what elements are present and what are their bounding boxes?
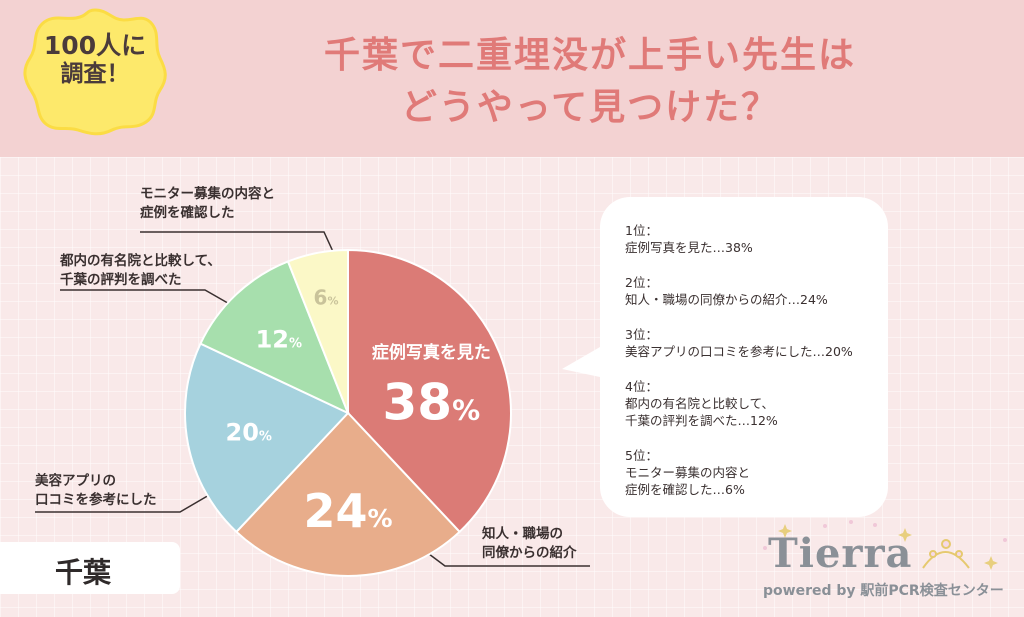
page-title: 千葉で二重埋没が上手い先生は どうやって見つけた？ — [190, 30, 990, 134]
region-tag: 千葉 — [0, 542, 180, 594]
logo-tagline: powered by 駅前PCR検査センター — [763, 583, 1004, 599]
legend-text: 千葉の評判を調べた…12% — [625, 413, 778, 428]
legend-bubble — [562, 197, 888, 517]
pie-labels: 38% 24% 20% 12% 6% 症例写真を見た — [226, 286, 491, 538]
callout-3-line-1: 美容アプリの — [35, 473, 116, 489]
callout-4-line-2: 千葉の評判を調べた — [60, 272, 182, 288]
legend-list: 1位： 症例写真を見た…38% 2位： 知人・職場の同僚からの紹介…24% 3位… — [625, 222, 875, 516]
pie-value-label-5: 6% — [314, 286, 339, 310]
legend-item-2: 2位： 知人・職場の同僚からの紹介…24% — [625, 274, 875, 308]
pie-slice-3 — [184, 342, 350, 534]
legend-rank: 4位： — [625, 379, 658, 394]
legend-item-1: 1位： 症例写真を見た…38% — [625, 222, 875, 256]
pie-value-label-1: 38% — [383, 373, 481, 431]
leader-line-3 — [35, 490, 217, 513]
callout-5-line-1: モニター募集の内容と — [140, 186, 275, 202]
title-line-2: どうやって見つけた？ — [400, 87, 780, 128]
callout-rank-3: 美容アプリの 口コミを参考にした — [35, 472, 157, 510]
legend-bubble-shape — [562, 197, 888, 517]
badge-line-1: 100人に — [43, 31, 147, 60]
sparkle-icon — [778, 524, 998, 570]
leader-line-4 — [60, 289, 241, 311]
legend-text: モニター募集の内容と — [625, 465, 751, 480]
region-tag-label: 千葉 — [55, 556, 112, 589]
survey-badge — [23, 8, 167, 136]
legend-rank: 2位： — [625, 275, 658, 290]
badge-line-2: 調査！ — [60, 60, 130, 87]
header-band — [0, 0, 1024, 157]
legend-item-4: 4位： 都内の有名院と比較して、 千葉の評判を調べた…12% — [625, 378, 875, 429]
title-line-1: 千葉で二重埋没が上手い先生は — [323, 35, 856, 76]
callout-2-line-1: 知人・職場の — [482, 526, 563, 542]
legend-text: 知人・職場の同僚からの紹介…24% — [625, 292, 828, 307]
leader-line-5 — [140, 231, 336, 257]
legend-rank: 5位： — [625, 448, 658, 463]
tiara-icon — [922, 539, 970, 569]
tierra-logo-decoration — [763, 520, 1007, 570]
legend-rank: 3位： — [625, 327, 658, 342]
legend-text: 都内の有名院と比較して、 — [625, 396, 775, 411]
dots-icon — [763, 520, 1007, 550]
pie-slice-1 — [347, 248, 512, 534]
pie-value-label-3: 20% — [226, 418, 272, 446]
callout-3-line-2: 口コミを参考にした — [35, 492, 157, 508]
badge-shape — [23, 8, 167, 136]
callout-rank-2: 知人・職場の 同僚からの紹介 — [482, 525, 577, 563]
pie-slice-5 — [286, 248, 349, 414]
legend-text: 美容アプリの口コミを参考にした…20% — [625, 344, 853, 359]
legend-text: 症例写真を見た…38% — [625, 240, 753, 255]
logo-name: Tierra — [768, 530, 913, 577]
callout-2-line-2: 同僚からの紹介 — [482, 545, 577, 561]
legend-item-3: 3位： 美容アプリの口コミを参考にした…20% — [625, 326, 875, 360]
pie-value-label-4: 12% — [256, 326, 302, 354]
legend-text: 症例を確認した…6% — [625, 482, 745, 497]
pie-slices — [184, 248, 512, 577]
callout-4-line-1: 都内の有名院と比較して、 — [60, 253, 221, 269]
legend-rank: 1位： — [625, 223, 658, 238]
callout-5-line-2: 症例を確認した — [140, 205, 235, 221]
pie-inner-title: 症例写真を見た — [372, 342, 491, 363]
badge-text: 100人に 調査！ — [20, 31, 170, 87]
legend-item-5: 5位： モニター募集の内容と 症例を確認した…6% — [625, 447, 875, 498]
callout-rank-4: 都内の有名院と比較して、 千葉の評判を調べた — [60, 252, 221, 290]
pie-slice-4 — [199, 260, 350, 415]
callout-rank-5: モニター募集の内容と 症例を確認した — [140, 185, 275, 223]
pie-slice-2 — [235, 411, 461, 577]
pie-value-label-2: 24% — [303, 484, 392, 538]
